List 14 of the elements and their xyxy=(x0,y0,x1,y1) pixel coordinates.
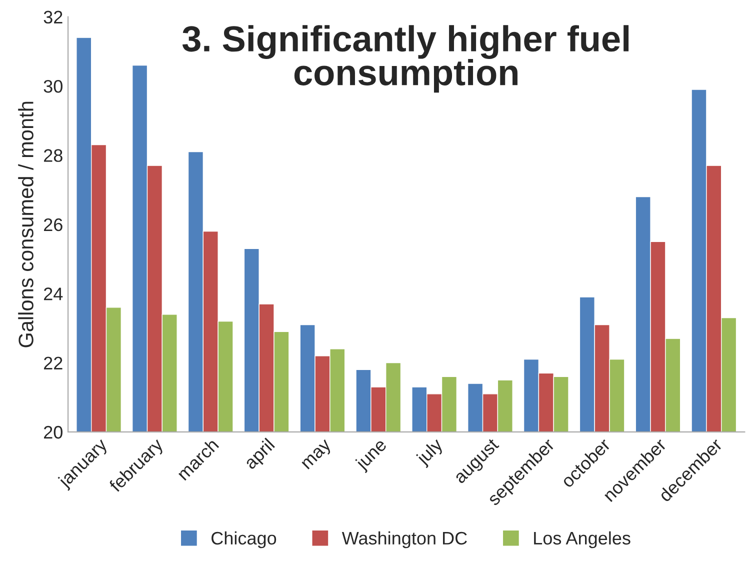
y-axis-title: Gallons consumed / month xyxy=(18,102,34,348)
y-tick-label: 32 xyxy=(44,10,62,24)
y-tick-label: 28 xyxy=(44,149,62,162)
y-tick-label: 24 xyxy=(44,288,63,300)
y-tick-label: 30 xyxy=(44,80,62,93)
x-tick-label: may xyxy=(302,439,334,472)
y-tick-label: 26 xyxy=(44,218,62,232)
y-tick-label: 20 xyxy=(44,426,62,439)
text: 3. Significantly higher fuel consumption xyxy=(182,25,629,93)
y-tick-label: 22 xyxy=(44,356,62,370)
legend-label: Washington DC xyxy=(342,531,467,548)
legend-label: Los Angeles xyxy=(534,531,630,548)
x-tick-label: july xyxy=(414,436,446,468)
legend-label: Chicago xyxy=(212,531,276,548)
